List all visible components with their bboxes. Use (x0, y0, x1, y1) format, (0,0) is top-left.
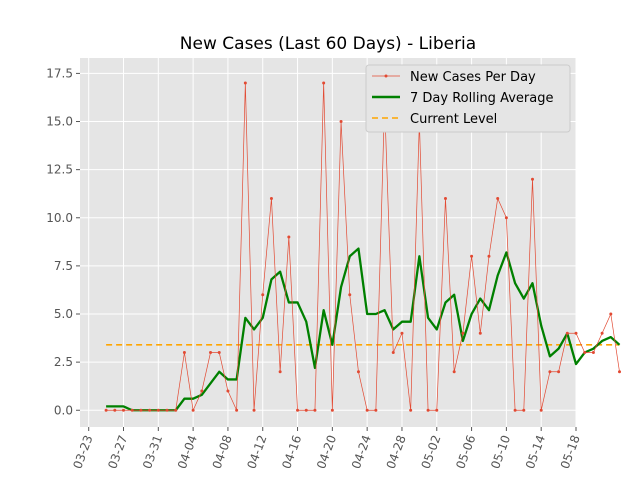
legend-label-new-cases: New Cases Per Day (410, 70, 536, 85)
new-cases-point (409, 408, 413, 412)
new-cases-point (504, 216, 508, 220)
new-cases-point (104, 408, 108, 412)
new-cases-point (374, 408, 378, 412)
new-cases-point (513, 408, 517, 412)
new-cases-point (200, 389, 204, 393)
new-cases-point (496, 197, 500, 201)
legend-marker-new-cases (384, 74, 388, 78)
legend: New Cases Per Day 7 Day Rolling Average … (365, 64, 571, 133)
new-cases-point (426, 408, 430, 412)
new-cases-point (539, 408, 543, 412)
new-cases-point (330, 408, 334, 412)
new-cases-point (174, 408, 178, 412)
y-tick-label: 12.5 (46, 163, 73, 177)
new-cases-point (235, 408, 239, 412)
new-cases-point (548, 370, 552, 374)
new-cases-point (261, 293, 265, 297)
new-cases-point (443, 197, 447, 201)
legend-box (365, 64, 571, 133)
new-cases-point (209, 351, 213, 355)
legend-label-current-level: Current Level (410, 112, 497, 127)
new-cases-point (130, 408, 134, 412)
new-cases-point (269, 197, 273, 201)
y-tick-label: 10.0 (46, 211, 73, 225)
new-cases-point (565, 331, 569, 335)
new-cases-point (217, 351, 221, 355)
series-new-cases (106, 83, 620, 412)
new-cases-point (139, 408, 143, 412)
new-cases-point (191, 408, 195, 412)
series-layer (104, 81, 622, 412)
new-cases-point (583, 351, 587, 355)
new-cases-point (287, 235, 291, 239)
new-cases-point (348, 293, 352, 297)
new-cases-point (165, 408, 169, 412)
new-cases-point (278, 370, 282, 374)
new-cases-point (591, 351, 595, 355)
new-cases-point (113, 408, 117, 412)
new-cases-point (304, 408, 308, 412)
new-cases-point (522, 408, 526, 412)
new-cases-point (243, 81, 247, 85)
new-cases-point (452, 370, 456, 374)
new-cases-point (530, 177, 534, 181)
new-cases-point (400, 331, 404, 335)
new-cases-point (252, 408, 256, 412)
new-cases-point (296, 408, 300, 412)
new-cases-point (557, 370, 561, 374)
new-cases-point (487, 254, 491, 258)
y-tick-label: 7.5 (54, 259, 73, 273)
y-tick-label: 5.0 (54, 307, 73, 321)
new-cases-point (365, 408, 369, 412)
new-cases-point (461, 331, 465, 335)
y-tick-label: 17.5 (46, 66, 73, 80)
new-cases-point (574, 331, 578, 335)
new-cases-point (600, 331, 604, 335)
new-cases-point (435, 408, 439, 412)
new-cases-point (122, 408, 126, 412)
new-cases-point (618, 370, 622, 374)
y-axis: 0.0 2.5 5.0 7.5 10.0 12.5 15.0 17.5 (46, 66, 80, 417)
new-cases-point (470, 254, 474, 258)
y-tick-label: 0.0 (54, 403, 73, 417)
new-cases-point (226, 389, 230, 393)
new-cases-point (148, 408, 152, 412)
legend-label-rolling-average: 7 Day Rolling Average (410, 91, 553, 106)
new-cases-point (322, 81, 326, 85)
new-cases-point (391, 351, 395, 355)
new-cases-point (356, 370, 360, 374)
new-cases-point (339, 120, 343, 124)
new-cases-point (478, 331, 482, 335)
chart-title: New Cases (Last 60 Days) - Liberia (180, 34, 476, 54)
y-tick-label: 15.0 (46, 115, 73, 129)
y-tick-label: 2.5 (54, 355, 73, 369)
new-cases-point (156, 408, 160, 412)
new-cases-point (609, 312, 613, 316)
new-cases-point (182, 351, 186, 355)
new-cases-point (313, 408, 317, 412)
